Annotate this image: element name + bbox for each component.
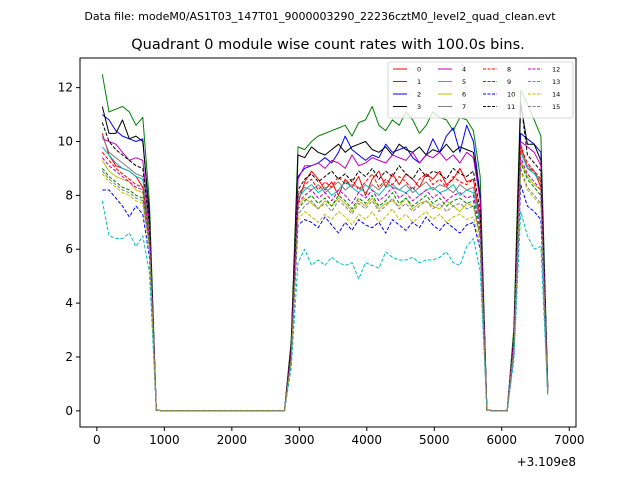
plot-area xyxy=(101,74,549,412)
axes-frame xyxy=(79,57,577,428)
x-tick-label: 6000 xyxy=(486,433,517,447)
legend-label-0: 0 xyxy=(417,66,421,74)
chart-title: Quadrant 0 module wise count rates with … xyxy=(131,37,525,53)
y-tick-label: 0 xyxy=(65,404,73,418)
x-tick-label: 2000 xyxy=(217,433,248,447)
legend-label-4: 4 xyxy=(462,66,466,74)
y-tick-label: 2 xyxy=(65,350,73,364)
x-axis: 0 1000 2000 3000 4000 5000 6000 7000 xyxy=(93,427,585,447)
legend-label-12: 12 xyxy=(552,66,560,74)
legend-label-1: 1 xyxy=(417,78,421,86)
legend-label-7: 7 xyxy=(462,103,466,111)
legend-label-10: 10 xyxy=(507,91,515,99)
x-tick-label: 0 xyxy=(93,433,101,447)
x-tick-label: 7000 xyxy=(554,433,585,447)
y-tick-label: 8 xyxy=(65,188,73,202)
chart-suptitle: Data file: modeM0/AS1T03_147T01_90000032… xyxy=(84,10,556,23)
legend-label-5: 5 xyxy=(462,78,466,86)
legend-label-3: 3 xyxy=(417,103,421,111)
x-tick-label: 4000 xyxy=(352,433,383,447)
series-line-10 xyxy=(102,184,549,412)
legend-label-13: 13 xyxy=(552,78,560,86)
y-tick-label: 10 xyxy=(58,134,73,148)
y-tick-label: 12 xyxy=(58,81,73,95)
y-tick-label: 4 xyxy=(65,296,73,310)
legend-label-9: 9 xyxy=(507,78,511,86)
x-tick-label: 3000 xyxy=(284,433,315,447)
y-tick-label: 6 xyxy=(65,242,73,256)
x-offset-text: +3.109e8 xyxy=(517,455,576,469)
x-tick-label: 5000 xyxy=(419,433,450,447)
legend-label-2: 2 xyxy=(417,91,421,99)
legend-label-6: 6 xyxy=(462,91,466,99)
legend-label-11: 11 xyxy=(507,103,515,111)
x-tick-label: 1000 xyxy=(149,433,180,447)
y-axis: 0 2 4 6 8 10 12 xyxy=(58,81,80,418)
series-line-15 xyxy=(101,167,549,412)
legend-label-14: 14 xyxy=(552,91,560,99)
legend-frame xyxy=(387,61,574,119)
legend-label-8: 8 xyxy=(507,66,511,74)
legend-label-15: 15 xyxy=(552,103,560,111)
